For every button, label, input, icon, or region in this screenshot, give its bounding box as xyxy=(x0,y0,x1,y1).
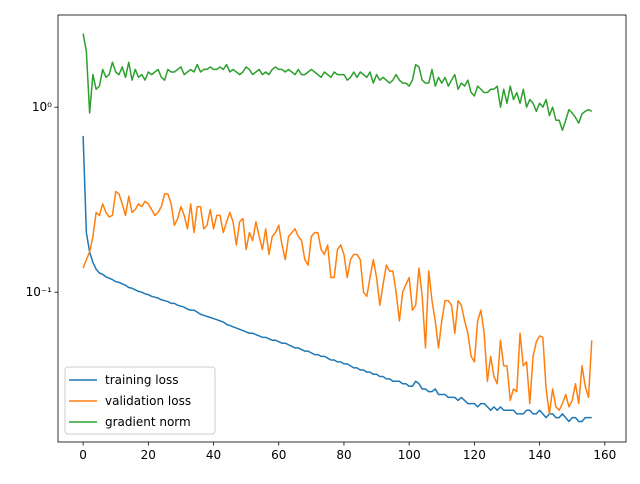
x-tick-label: 20 xyxy=(141,448,156,462)
x-tick-label: 120 xyxy=(463,448,486,462)
x-tick-label: 80 xyxy=(336,448,351,462)
series-line xyxy=(82,33,593,132)
legend-label: validation loss xyxy=(105,394,191,408)
axes-frame xyxy=(57,14,627,443)
y-tick-label: 10⁰ xyxy=(32,100,52,114)
series-line xyxy=(82,135,592,423)
x-tick-label: 60 xyxy=(271,448,286,462)
x-tick-label: 160 xyxy=(593,448,616,462)
x-tick-label: 100 xyxy=(398,448,421,462)
y-tick-label: 10⁻¹ xyxy=(26,285,53,299)
x-tick-label: 40 xyxy=(206,448,221,462)
legend-label: training loss xyxy=(105,373,178,387)
series-line xyxy=(82,190,593,415)
x-tick-label: 0 xyxy=(79,448,87,462)
legend-label: gradient norm xyxy=(105,415,191,429)
plot-area xyxy=(82,33,593,423)
x-tick-label: 140 xyxy=(528,448,551,462)
legend-box xyxy=(64,366,216,435)
